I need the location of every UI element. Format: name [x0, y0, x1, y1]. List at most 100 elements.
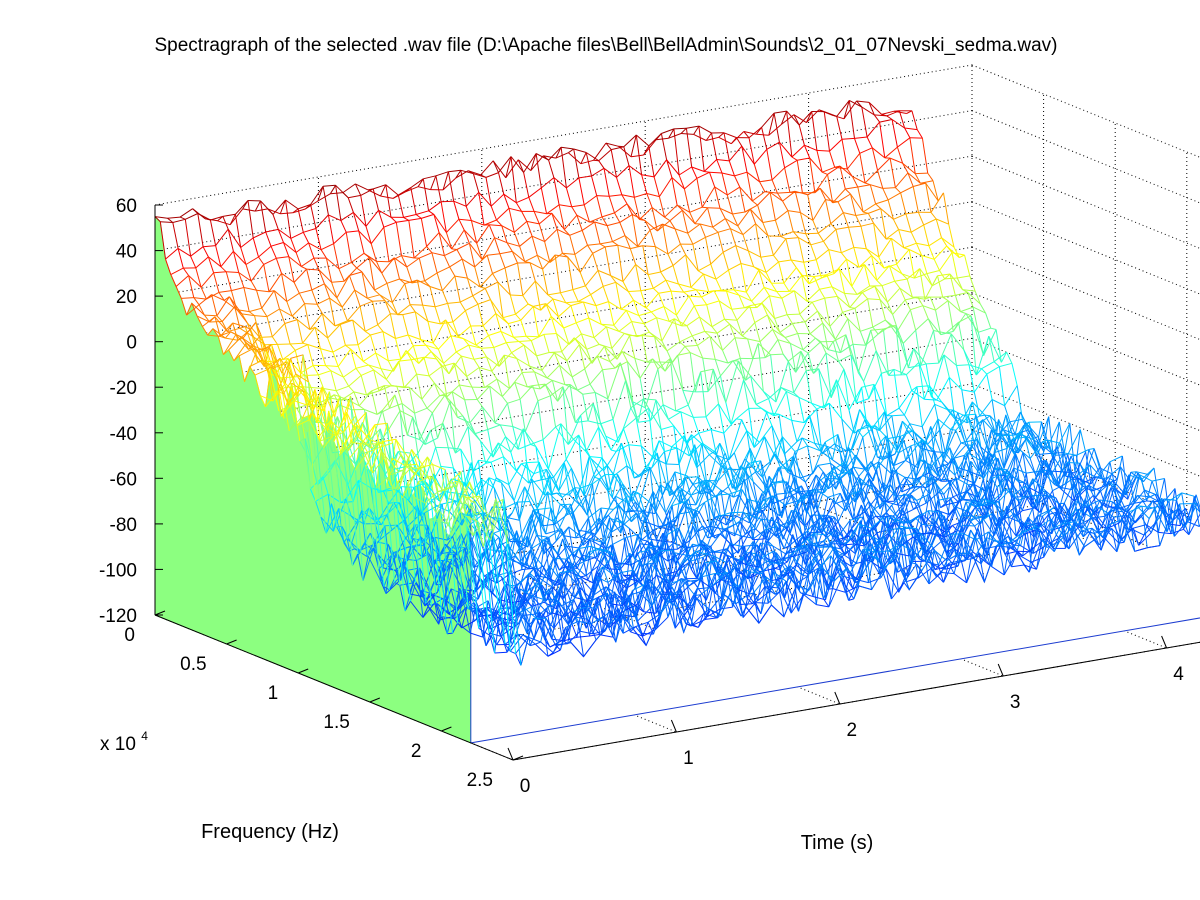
- surface-mesh-line: [479, 286, 486, 289]
- surface-mesh-line: [782, 200, 789, 211]
- surface-mesh-line: [273, 290, 280, 310]
- surface-mesh-line: [275, 258, 282, 274]
- surface-mesh-line: [746, 172, 753, 202]
- surface-mesh-line: [665, 279, 672, 292]
- surface-mesh-line: [904, 127, 911, 139]
- surface-mesh-line: [690, 286, 697, 291]
- surface-mesh-line: [418, 257, 426, 282]
- surface-mesh-line: [921, 138, 929, 174]
- chart-title: Spectragraph of the selected .wav file (…: [155, 35, 1058, 56]
- surface-mesh-line: [593, 517, 600, 542]
- grid-line: [971, 64, 1200, 158]
- surface-mesh-line: [1014, 411, 1021, 435]
- surface-mesh-line: [701, 296, 708, 305]
- surface-mesh-line: [503, 608, 510, 645]
- surface-mesh-line: [884, 411, 891, 457]
- surface-mesh-line: [965, 461, 972, 492]
- surface-mesh-line: [613, 324, 620, 332]
- surface-mesh-line: [523, 572, 531, 604]
- surface-mesh-line: [844, 293, 851, 308]
- surface-mesh-line: [557, 386, 564, 402]
- surface-mesh-line: [799, 212, 807, 234]
- surface-mesh-line: [198, 304, 205, 316]
- surface-mesh-line: [810, 244, 817, 260]
- surface-mesh-line: [828, 249, 835, 274]
- surface-mesh-line: [911, 386, 918, 391]
- surface-mesh-line: [517, 428, 524, 450]
- surface-mesh-line: [770, 282, 778, 292]
- surface-mesh-line: [563, 462, 570, 496]
- surface-mesh-line: [760, 518, 767, 530]
- surface-mesh-line: [749, 448, 756, 473]
- surface-mesh-line: [906, 522, 914, 538]
- surface-mesh-line: [707, 207, 714, 228]
- surface-mesh-line: [645, 307, 652, 313]
- surface-mesh-line: [765, 272, 772, 284]
- surface-mesh-line: [761, 557, 768, 562]
- surface-mesh-line: [1016, 532, 1023, 554]
- surface-mesh-line: [925, 183, 932, 213]
- surface-mesh-line: [329, 298, 336, 326]
- surface-mesh-line: [441, 366, 448, 397]
- surface-mesh-line: [518, 486, 526, 521]
- surface-mesh-line: [225, 271, 232, 291]
- surface-mesh-line: [706, 304, 713, 327]
- surface-mesh-line: [529, 262, 536, 282]
- surface-mesh-line: [350, 395, 357, 416]
- surface-mesh-line: [816, 150, 823, 173]
- surface-mesh-line: [717, 232, 724, 253]
- surface-mesh-line: [787, 313, 800, 316]
- surface-mesh-line: [967, 452, 974, 484]
- surface-mesh-line: [1139, 474, 1146, 491]
- surface-mesh-line: [916, 386, 923, 427]
- surface-mesh-line: [484, 288, 491, 300]
- surface-mesh-line: [669, 358, 677, 411]
- surface-mesh-line: [190, 255, 197, 269]
- surface-mesh-line: [676, 447, 683, 486]
- surface-mesh-line: [883, 501, 891, 530]
- surface-mesh-line: [840, 252, 847, 260]
- surface-mesh-line: [770, 353, 784, 356]
- surface-mesh-line: [380, 368, 387, 380]
- grid-line: [971, 155, 1200, 249]
- surface-mesh-line: [625, 310, 633, 322]
- surface-mesh-line: [666, 463, 679, 465]
- surface-mesh-line: [697, 345, 704, 359]
- surface-mesh-line: [416, 279, 424, 306]
- surface-mesh-line: [578, 344, 586, 370]
- surface-mesh-line: [656, 317, 663, 342]
- surface-mesh-line: [410, 187, 417, 215]
- surface-mesh-line: [736, 137, 743, 147]
- surface-mesh-line: [534, 511, 541, 515]
- surface-mesh-line: [461, 606, 468, 629]
- surface-mesh-line: [811, 111, 818, 151]
- surface-mesh-line: [1151, 480, 1158, 496]
- surface-mesh-line: [600, 586, 607, 591]
- surface-mesh-line: [697, 270, 704, 275]
- surface-mesh-line: [667, 253, 674, 266]
- surface-mesh-line: [673, 128, 680, 176]
- surface-mesh-line: [874, 425, 882, 443]
- surface-mesh-line: [464, 608, 471, 634]
- surface-mesh-line: [648, 528, 655, 540]
- surface-mesh-line: [909, 137, 916, 174]
- surface-mesh-line: [828, 581, 835, 607]
- surface-mesh-line: [923, 545, 930, 584]
- surface-mesh-line: [894, 436, 901, 455]
- surface-mesh-line: [837, 201, 844, 213]
- surface-mesh-line: [709, 171, 723, 174]
- surface-mesh-line: [583, 204, 590, 223]
- surface-mesh-line: [349, 457, 356, 471]
- surface-mesh-line: [258, 256, 265, 265]
- surface-mesh-line: [510, 650, 516, 655]
- surface-mesh-line: [460, 170, 467, 207]
- surface-mesh-line: [914, 173, 921, 184]
- surface-mesh-line: [991, 478, 998, 488]
- surface-mesh-line: [872, 326, 879, 335]
- surface-mesh-line: [876, 280, 883, 287]
- surface-mesh-line: [712, 369, 719, 404]
- surface-mesh-line: [913, 268, 921, 279]
- surface-mesh-line: [899, 287, 906, 301]
- surface-mesh-line: [348, 275, 356, 291]
- surface-mesh-line: [642, 245, 649, 275]
